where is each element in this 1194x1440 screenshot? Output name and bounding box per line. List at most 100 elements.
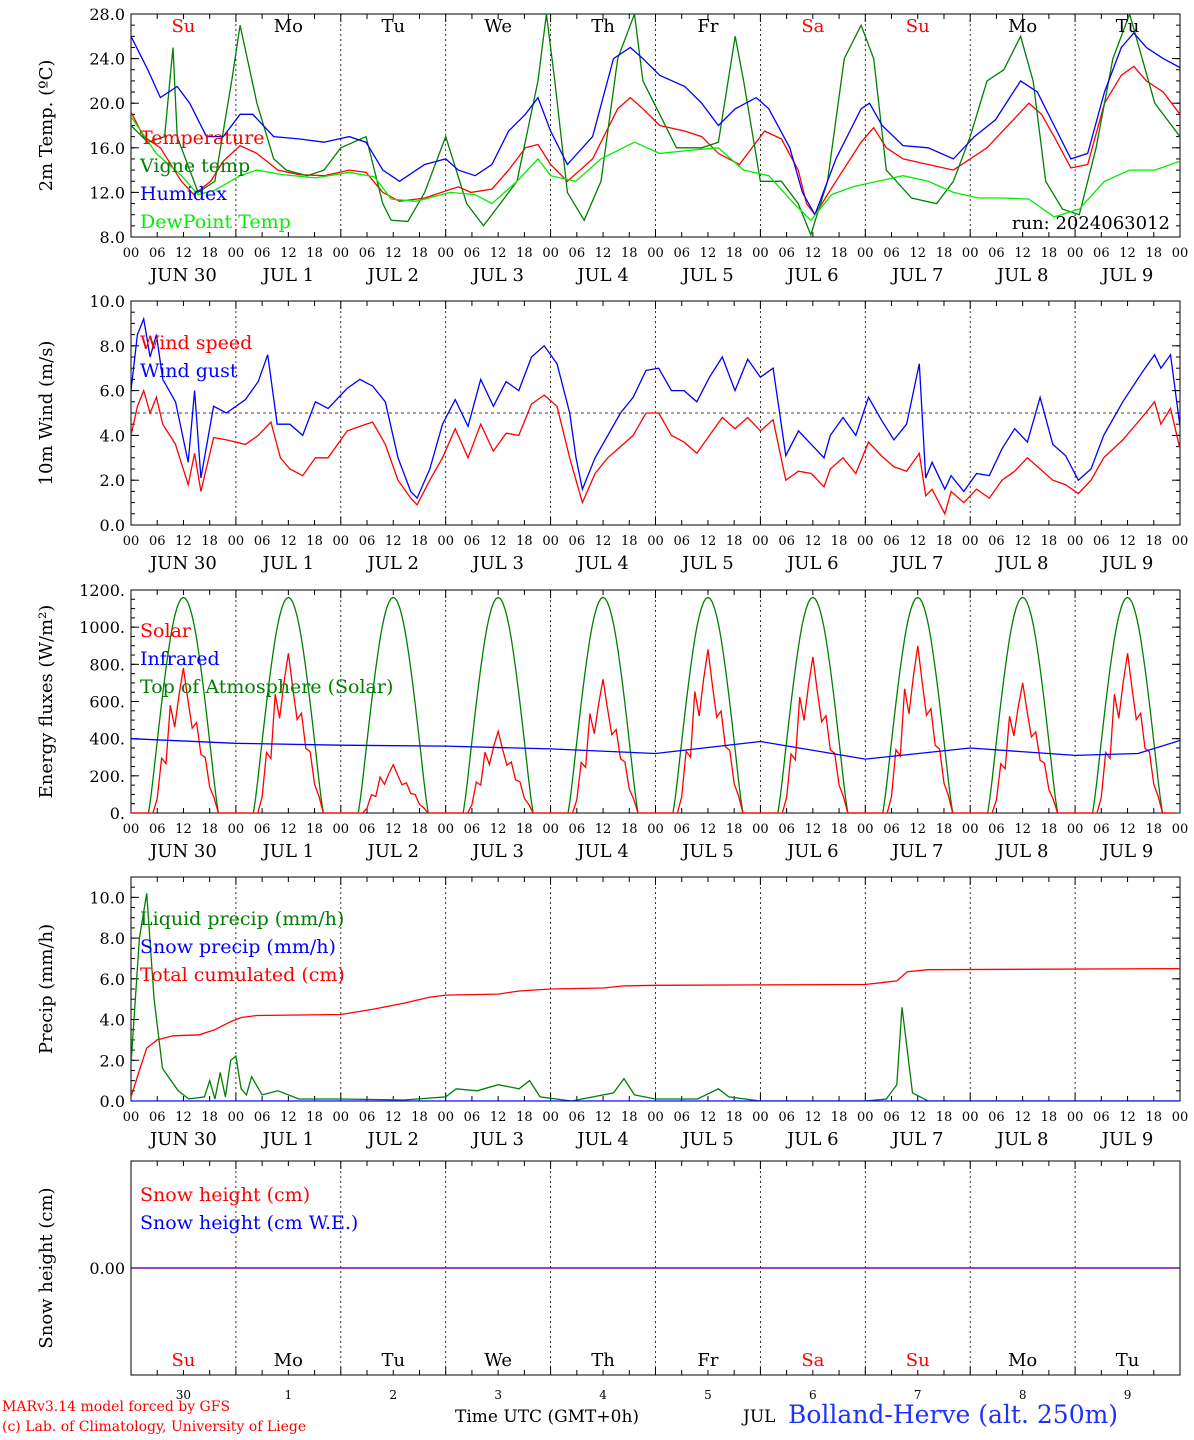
hour-tick-label: 18 (831, 534, 848, 549)
hour-tick-label: 00 (542, 246, 559, 261)
y-tick-label: 6.0 (100, 382, 125, 401)
y-tick-label: 10.0 (89, 888, 125, 907)
weekday-label-top: Mo (274, 16, 303, 37)
hour-tick-label: 18 (726, 822, 743, 837)
weekday-label-top: Th (591, 16, 615, 37)
hour-tick-label: 12 (805, 822, 822, 837)
hour-tick-label: 06 (1093, 822, 1110, 837)
hour-tick-label: 06 (254, 1110, 271, 1125)
y-tick-label: 6.0 (100, 970, 125, 989)
hour-tick-label: 06 (673, 246, 690, 261)
date-label: JUL 1 (261, 265, 315, 286)
hour-tick-label: 12 (700, 534, 717, 549)
hour-tick-label: 18 (936, 1110, 953, 1125)
hour-tick-label: 06 (569, 1110, 586, 1125)
hour-tick-label: 12 (175, 246, 192, 261)
hour-tick-label: 00 (228, 534, 245, 549)
y-axis-label: 2m Temp. (ºC) (36, 60, 57, 192)
date-label: JUL 7 (890, 553, 944, 574)
hour-tick-label: 00 (437, 246, 454, 261)
hour-tick-label: 18 (936, 534, 953, 549)
hour-tick-label: 12 (1119, 534, 1136, 549)
weekday-label-bottom: Mo (274, 1350, 303, 1371)
series-wind-speed (131, 388, 1180, 516)
series-top-of-atmosphere (131, 596, 1180, 813)
date-label: JUL 3 (470, 1129, 524, 1150)
series-group (131, 14, 1180, 237)
hour-tick-label: 06 (464, 534, 481, 549)
series-group (131, 893, 1180, 1101)
day-number-label: 30 (176, 1388, 191, 1402)
day-number-label: 2 (389, 1388, 397, 1402)
hour-tick-label: 18 (516, 822, 533, 837)
y-axis-label: Energy fluxes (W/m²) (36, 605, 57, 799)
date-label: JUL 5 (680, 265, 734, 286)
y-axis-label: Snow height (cm) (36, 1187, 57, 1348)
hour-tick-label: 12 (1119, 1110, 1136, 1125)
hour-tick-label: 06 (359, 246, 376, 261)
legend-entry: Humidex (140, 183, 227, 205)
date-label: JUN 30 (148, 553, 217, 574)
hour-tick-label: 06 (883, 1110, 900, 1125)
hour-tick-label: 00 (752, 534, 769, 549)
hour-tick-label: 18 (1041, 534, 1058, 549)
series-humidex (131, 32, 1180, 217)
y-tick-label: 8.0 (100, 929, 125, 948)
hour-tick-label: 12 (385, 246, 402, 261)
day-number-label: 4 (599, 1388, 607, 1402)
date-label: JUL 5 (680, 841, 734, 862)
legend-entry: Snow height (cm W.E.) (140, 1212, 358, 1234)
hour-tick-label: 18 (411, 534, 428, 549)
hour-tick-label: 06 (464, 1110, 481, 1125)
y-tick-label: 0.0 (100, 1092, 125, 1111)
hour-tick-label: 12 (280, 822, 297, 837)
hour-tick-label: 00 (857, 1110, 874, 1125)
weekday-label-bottom: Fr (697, 1350, 718, 1371)
y-tick-label: 1000. (79, 618, 125, 637)
hour-tick-label: 12 (280, 1110, 297, 1125)
month-label: JUL (743, 1407, 776, 1427)
weekday-label-top: Su (906, 16, 930, 37)
hour-tick-label: 12 (175, 822, 192, 837)
hour-tick-label: 06 (778, 822, 795, 837)
y-tick-label: 400. (89, 730, 125, 749)
date-label: JUL 9 (1100, 265, 1154, 286)
hour-tick-label: 00 (333, 534, 350, 549)
hour-tick-label: 06 (569, 246, 586, 261)
weekday-label-top: Mo (1008, 16, 1037, 37)
hour-tick-label: 12 (700, 1110, 717, 1125)
weekday-label-bottom: Th (591, 1350, 615, 1371)
hour-tick-label: 12 (280, 246, 297, 261)
hour-tick-label: 12 (490, 534, 507, 549)
x-axis-title: Time UTC (GMT+0h) (455, 1407, 640, 1427)
hour-tick-label: 06 (254, 534, 271, 549)
weekday-label-top: Tu (1116, 16, 1140, 37)
date-label: JUL 4 (575, 265, 629, 286)
hour-tick-label: 18 (621, 1110, 638, 1125)
day-number-label: 3 (494, 1388, 502, 1402)
hour-tick-label: 06 (988, 1110, 1005, 1125)
y-tick-label: 28.0 (89, 5, 125, 24)
hour-tick-label: 06 (359, 822, 376, 837)
station-label: Bolland-Herve (alt. 250m) (788, 1400, 1119, 1429)
hour-tick-label: 00 (647, 246, 664, 261)
date-label: JUL 7 (890, 265, 944, 286)
series-group (131, 316, 1180, 516)
day-number-label: 1 (285, 1388, 293, 1402)
date-label: JUL 6 (785, 265, 839, 286)
date-label: JUL 6 (785, 841, 839, 862)
hour-tick-label: 00 (1067, 534, 1084, 549)
hour-tick-label: 18 (1041, 246, 1058, 261)
date-label: JUL 4 (575, 841, 629, 862)
hour-tick-label: 18 (621, 822, 638, 837)
hour-tick-label: 18 (201, 246, 218, 261)
hour-tick-label: 00 (962, 534, 979, 549)
legend-entry: Top of Atmosphere (Solar) (140, 676, 393, 698)
series-vigne-temp (131, 14, 1180, 237)
y-tick-label: 0. (110, 804, 125, 823)
hour-tick-label: 18 (936, 822, 953, 837)
date-label: JUL 1 (261, 553, 315, 574)
hour-tick-label: 06 (149, 246, 166, 261)
panel-2: 0.0 2.0 4.0 6.0 8.0 10.0 10m Wind (m/s) 00 06 12 1… (36, 292, 1188, 574)
hour-tick-label: 00 (1067, 246, 1084, 261)
